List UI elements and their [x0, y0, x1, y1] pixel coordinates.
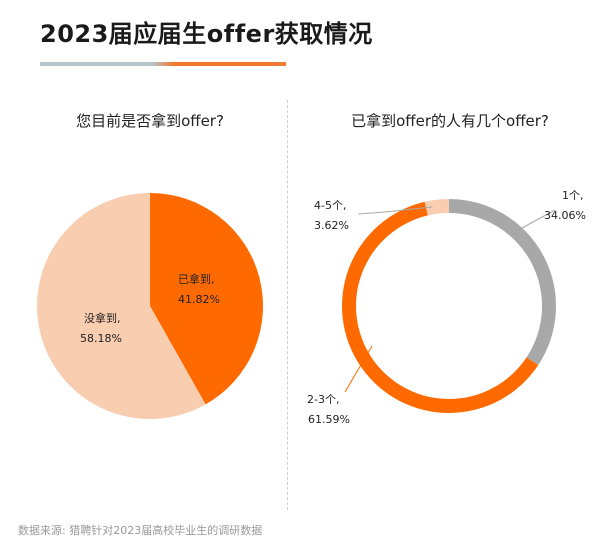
donut-slice-four-five-offers	[424, 199, 449, 216]
donut-slice-one-offer	[449, 199, 556, 366]
chart-divider	[287, 100, 288, 510]
leader-line-two-three-offers	[344, 345, 373, 393]
offer-status-pie-chart: 已拿到, 41.82% 没拿到, 58.18%	[37, 193, 263, 419]
donut-label-value: 61.59%	[308, 413, 350, 426]
title-underline	[40, 62, 286, 66]
pie-label-category: 已拿到,	[178, 272, 215, 286]
donut-label-category: 2-3个,	[307, 393, 339, 406]
offer-count-donut-chart: 1个, 34.06% 2-3个, 61.59% 4-5个, 3.62%	[307, 189, 586, 426]
pie-label-value: 41.82%	[178, 293, 220, 306]
donut-label-value: 3.62%	[314, 219, 349, 232]
pie-label-value: 58.18%	[80, 332, 122, 345]
pie-label-category: 没拿到,	[84, 311, 121, 325]
donut-label-category: 1个,	[562, 189, 584, 202]
donut-label-value: 34.06%	[544, 209, 586, 222]
donut-chart-title: 已拿到offer的人有几个offer?	[351, 112, 549, 130]
donut-label-category: 4-5个,	[314, 199, 346, 212]
leader-line-one-offer	[521, 209, 556, 229]
pie-slice-got-offer	[150, 193, 263, 405]
leader-line-four-five-offers	[357, 206, 433, 215]
data-source-note: 数据来源: 猎聘针对2023届高校毕业生的调研数据	[18, 524, 263, 537]
pie-chart-title: 您目前是否拿到offer?	[76, 112, 224, 130]
page-title: 2023届应届生offer获取情况	[40, 20, 373, 48]
pie-slice-no-offer	[37, 193, 206, 419]
